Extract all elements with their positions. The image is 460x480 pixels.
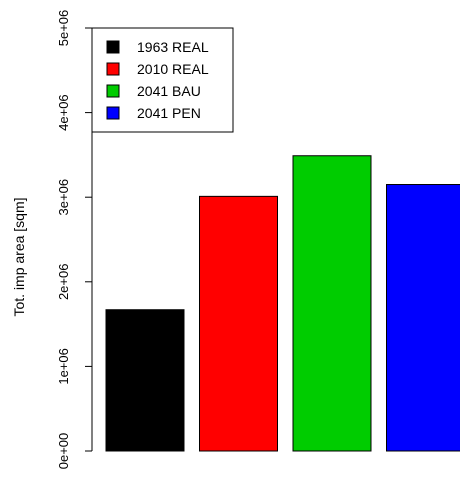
y-tick-label: 3e+06 — [56, 179, 71, 216]
legend-label: 2010 REAL — [137, 61, 209, 77]
y-tick-label: 2e+06 — [56, 264, 71, 301]
legend-swatch — [106, 84, 120, 98]
legend-swatch — [106, 106, 120, 120]
y-axis-label: Tot. imp area [sqm] — [11, 197, 27, 316]
y-tick-label: 4e+06 — [56, 94, 71, 131]
y-axis: 0e+00 1e+06 2e+06 3e+06 4e+06 5e+06 — [56, 10, 93, 470]
legend-swatch — [106, 62, 120, 76]
legend-label: 1963 REAL — [137, 39, 209, 55]
bar-2041-pen — [386, 184, 460, 452]
bar-2041-bau — [292, 155, 372, 452]
legend-label: 2041 PEN — [137, 105, 201, 121]
bar-1963-real — [105, 309, 185, 452]
bars-group — [105, 155, 460, 452]
y-tick-label: 1e+06 — [56, 348, 71, 385]
legend-label: 2041 BAU — [137, 83, 201, 99]
bar-2010-real — [199, 195, 278, 452]
legend: 1963 REAL 2010 REAL 2041 BAU 2041 PEN — [91, 27, 234, 133]
y-tick-label: 0e+00 — [56, 433, 71, 470]
legend-swatch — [106, 40, 120, 54]
y-tick-label: 5e+06 — [56, 10, 71, 47]
